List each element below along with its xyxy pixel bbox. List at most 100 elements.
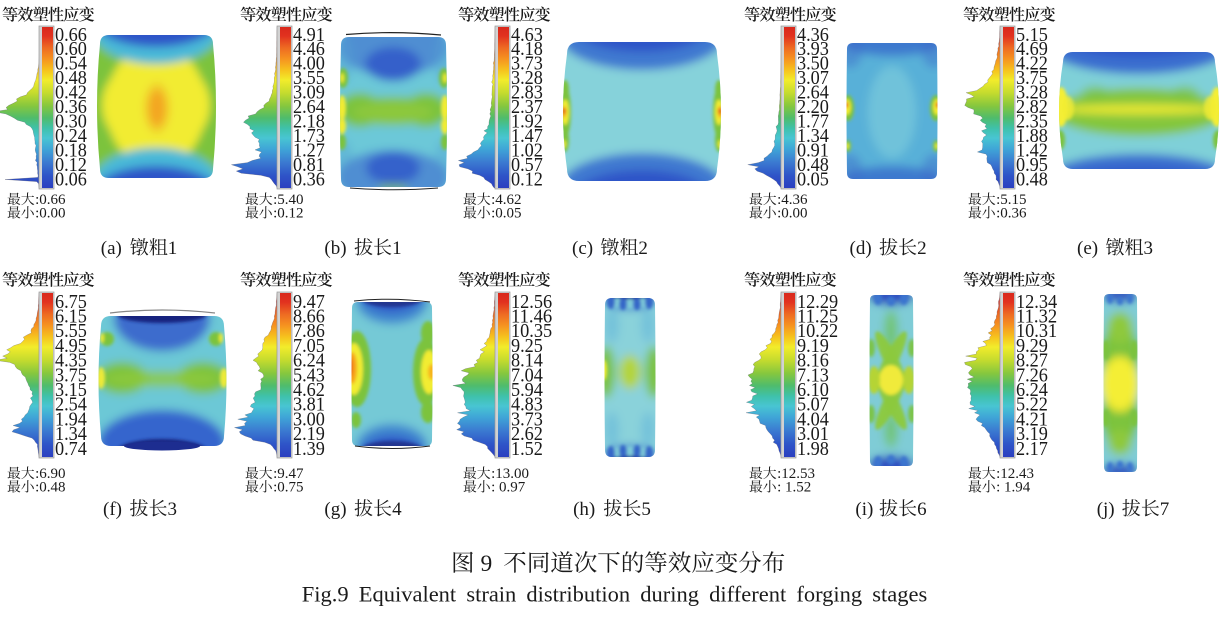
svg-text:0.48: 0.48: [797, 154, 829, 176]
svg-text:7.05: 7.05: [293, 335, 325, 357]
svg-text:0.30: 0.30: [55, 111, 87, 133]
svg-text:4.62: 4.62: [293, 379, 325, 401]
svg-text:1.34: 1.34: [797, 125, 829, 147]
svg-text:0.05: 0.05: [797, 168, 829, 190]
svg-text:7.86: 7.86: [293, 320, 325, 342]
svg-text:3.73: 3.73: [511, 53, 543, 75]
svg-text:3.19: 3.19: [1016, 423, 1048, 445]
svg-text::12.53: :12.53: [777, 466, 815, 482]
svg-text:9.19: 9.19: [797, 335, 829, 357]
svg-text:6: 6: [917, 499, 927, 520]
svg-text:0.57: 0.57: [511, 154, 543, 176]
svg-text:2.83: 2.83: [511, 82, 543, 104]
svg-text:0.12: 0.12: [511, 168, 543, 190]
svg-text:6.10: 6.10: [797, 379, 829, 401]
svg-text:4.46: 4.46: [293, 38, 325, 60]
svg-text::0.66: :0.66: [35, 192, 66, 208]
svg-text:1.02: 1.02: [511, 139, 543, 161]
svg-text:9: 9: [481, 551, 493, 577]
svg-text:3.15: 3.15: [55, 379, 87, 401]
svg-text:0.06: 0.06: [55, 168, 87, 190]
svg-text:10.31: 10.31: [1016, 320, 1057, 342]
svg-text:8.16: 8.16: [797, 350, 829, 372]
svg-text:9.29: 9.29: [1016, 335, 1048, 357]
svg-text:2.82: 2.82: [1016, 96, 1048, 118]
svg-text:0.95: 0.95: [1016, 154, 1048, 176]
svg-text:Fig.9 Equivalent strain distri: Fig.9 Equivalent strain distribution dur…: [302, 582, 928, 607]
svg-text:8.66: 8.66: [293, 306, 325, 328]
svg-text:2.18: 2.18: [293, 111, 325, 133]
svg-text::0.36: :0.36: [996, 206, 1027, 222]
svg-text:2: 2: [917, 238, 927, 259]
svg-text:10.22: 10.22: [797, 320, 838, 342]
svg-text:1.34: 1.34: [55, 423, 87, 445]
svg-text::0.48: :0.48: [35, 480, 65, 496]
svg-text:(a): (a): [101, 238, 122, 259]
svg-text:0.18: 0.18: [55, 139, 87, 161]
svg-text:1.52: 1.52: [511, 438, 543, 460]
svg-text:3.01: 3.01: [797, 423, 829, 445]
svg-text::0.00: :0.00: [35, 206, 65, 222]
svg-text:6.15: 6.15: [55, 306, 87, 328]
svg-text:2.17: 2.17: [1016, 438, 1048, 460]
svg-text:0.12: 0.12: [55, 154, 87, 176]
svg-text:4.35: 4.35: [55, 350, 87, 372]
svg-text:1.73: 1.73: [293, 125, 325, 147]
svg-text:5.22: 5.22: [1016, 394, 1048, 416]
svg-text:(i): (i): [855, 499, 873, 520]
svg-text:12.34: 12.34: [1016, 291, 1057, 313]
svg-text:4.69: 4.69: [1016, 38, 1048, 60]
svg-text::5.15: :5.15: [996, 192, 1026, 208]
svg-text:2.54: 2.54: [55, 394, 87, 416]
svg-text:1.94: 1.94: [55, 408, 87, 430]
svg-text:1.47: 1.47: [511, 125, 543, 147]
svg-text:3.07: 3.07: [797, 67, 829, 89]
svg-text:(c): (c): [572, 238, 593, 259]
svg-text:4.83: 4.83: [511, 394, 543, 416]
svg-text:3.75: 3.75: [55, 364, 87, 386]
svg-text:2.37: 2.37: [511, 96, 543, 118]
svg-text:(d): (d): [850, 238, 872, 259]
svg-text:3.09: 3.09: [293, 82, 325, 104]
svg-text:3.81: 3.81: [293, 394, 325, 416]
svg-text:2.62: 2.62: [511, 423, 543, 445]
svg-text:(b): (b): [324, 238, 346, 259]
svg-text:12.56: 12.56: [511, 291, 552, 313]
svg-text:0.54: 0.54: [55, 53, 87, 75]
svg-text:5: 5: [641, 499, 651, 520]
svg-text:4.04: 4.04: [797, 408, 829, 430]
svg-text:1.42: 1.42: [1016, 139, 1048, 161]
svg-text:4.22: 4.22: [1016, 53, 1048, 75]
svg-text:4: 4: [392, 499, 402, 520]
svg-text:7.26: 7.26: [1016, 364, 1048, 386]
svg-text:4.21: 4.21: [1016, 408, 1048, 430]
svg-text:1: 1: [168, 238, 178, 259]
svg-text:0.48: 0.48: [55, 67, 87, 89]
svg-text:2.20: 2.20: [797, 96, 829, 118]
svg-text:0.36: 0.36: [293, 168, 325, 190]
svg-text:6.24: 6.24: [293, 350, 325, 372]
svg-text:2.19: 2.19: [293, 423, 325, 445]
svg-text::4.36: :4.36: [777, 192, 808, 208]
svg-text:4.18: 4.18: [511, 38, 543, 60]
svg-text::0.75: :0.75: [273, 480, 303, 496]
svg-text:8.14: 8.14: [511, 350, 543, 372]
svg-text::0.12: :0.12: [273, 206, 303, 222]
svg-text::13.00: :13.00: [491, 466, 529, 482]
svg-text:3: 3: [1144, 238, 1154, 259]
svg-text:3: 3: [168, 499, 178, 520]
svg-text::12.43: :12.43: [996, 466, 1034, 482]
svg-text::9.47: :9.47: [273, 466, 304, 482]
svg-text:2.64: 2.64: [293, 96, 325, 118]
svg-text:5.43: 5.43: [293, 364, 325, 386]
svg-text:0.36: 0.36: [55, 96, 87, 118]
svg-text::4.62: :4.62: [491, 192, 521, 208]
svg-text:5.07: 5.07: [797, 394, 829, 416]
svg-text:3.55: 3.55: [293, 67, 325, 89]
svg-text:0.24: 0.24: [55, 125, 87, 147]
svg-text:(h): (h): [573, 499, 595, 520]
svg-text:3.50: 3.50: [797, 53, 829, 75]
svg-text:: 1.94: : 1.94: [996, 480, 1031, 496]
svg-text:2: 2: [638, 238, 648, 259]
svg-text:1.98: 1.98: [797, 438, 829, 460]
